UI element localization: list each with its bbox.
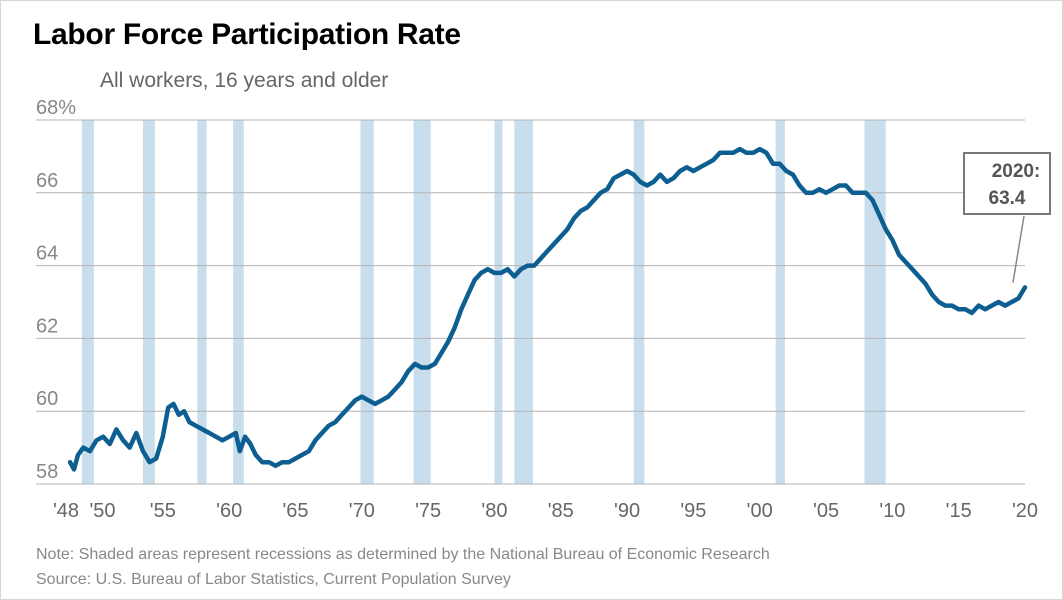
y-tick-label: 58 (36, 461, 58, 483)
y-tick-label: 66 (36, 170, 58, 192)
callout-value: 63.4 (989, 188, 1026, 209)
recession-band-0 (81, 120, 94, 484)
x-tick-label: '48 (53, 500, 79, 522)
x-tick-label: '60 (216, 500, 242, 522)
recession-band-3 (233, 120, 244, 484)
x-tick-label: '55 (150, 500, 176, 522)
y-tick-label: 64 (36, 243, 58, 265)
callout-year: 2020: (992, 161, 1041, 182)
x-tick-label: '70 (349, 500, 375, 522)
x-tick-label: '95 (680, 500, 706, 522)
callout-box (963, 152, 1051, 215)
y-axis: 68% 66 64 62 60 58 (36, 97, 76, 483)
recession-band-9 (775, 120, 785, 484)
x-tick-label: '80 (481, 500, 507, 522)
x-tick-label: '75 (415, 500, 441, 522)
x-tick-label: '50 (89, 500, 115, 522)
recession-bands (81, 120, 886, 484)
x-axis: '48 '50 '55 '60 '65 '70 '75 '80 '85 '90 '95 '00 '05 '… (53, 500, 1038, 522)
x-tick-label: '65 (282, 500, 308, 522)
callout-pointer (1012, 215, 1025, 283)
x-tick-label: '15 (946, 500, 972, 522)
x-tick-label: '20 (1012, 500, 1038, 522)
series-line-0 (67, 146, 1028, 472)
recession-band-7 (514, 120, 533, 484)
recession-band-5 (413, 120, 431, 484)
recession-band-4 (360, 120, 374, 484)
recession-band-2 (197, 120, 207, 484)
x-tick-label: '00 (747, 500, 773, 522)
recession-band-10 (864, 120, 886, 484)
y-tick-label: 62 (36, 315, 58, 337)
x-tick-label: '85 (548, 500, 574, 522)
x-tick-label: '10 (879, 500, 905, 522)
y-tick-label: 68% (36, 97, 76, 119)
recession-band-6 (494, 120, 503, 484)
x-tick-label: '90 (614, 500, 640, 522)
series (67, 146, 1028, 472)
callout-annotation: 2020: 63.4 (963, 152, 1051, 283)
recession-band-8 (633, 120, 645, 484)
chart-subtitle: All workers, 16 years and older (100, 69, 389, 92)
recession-band-1 (142, 120, 155, 484)
chart-title: Labor Force Participation Rate (33, 18, 461, 51)
x-tick-label: '05 (813, 500, 839, 522)
y-tick-label: 60 (36, 388, 58, 410)
chart-note: Note: Shaded areas represent recessions … (36, 546, 770, 563)
chart-source: Source: U.S. Bureau of Labor Statistics,… (36, 571, 511, 588)
